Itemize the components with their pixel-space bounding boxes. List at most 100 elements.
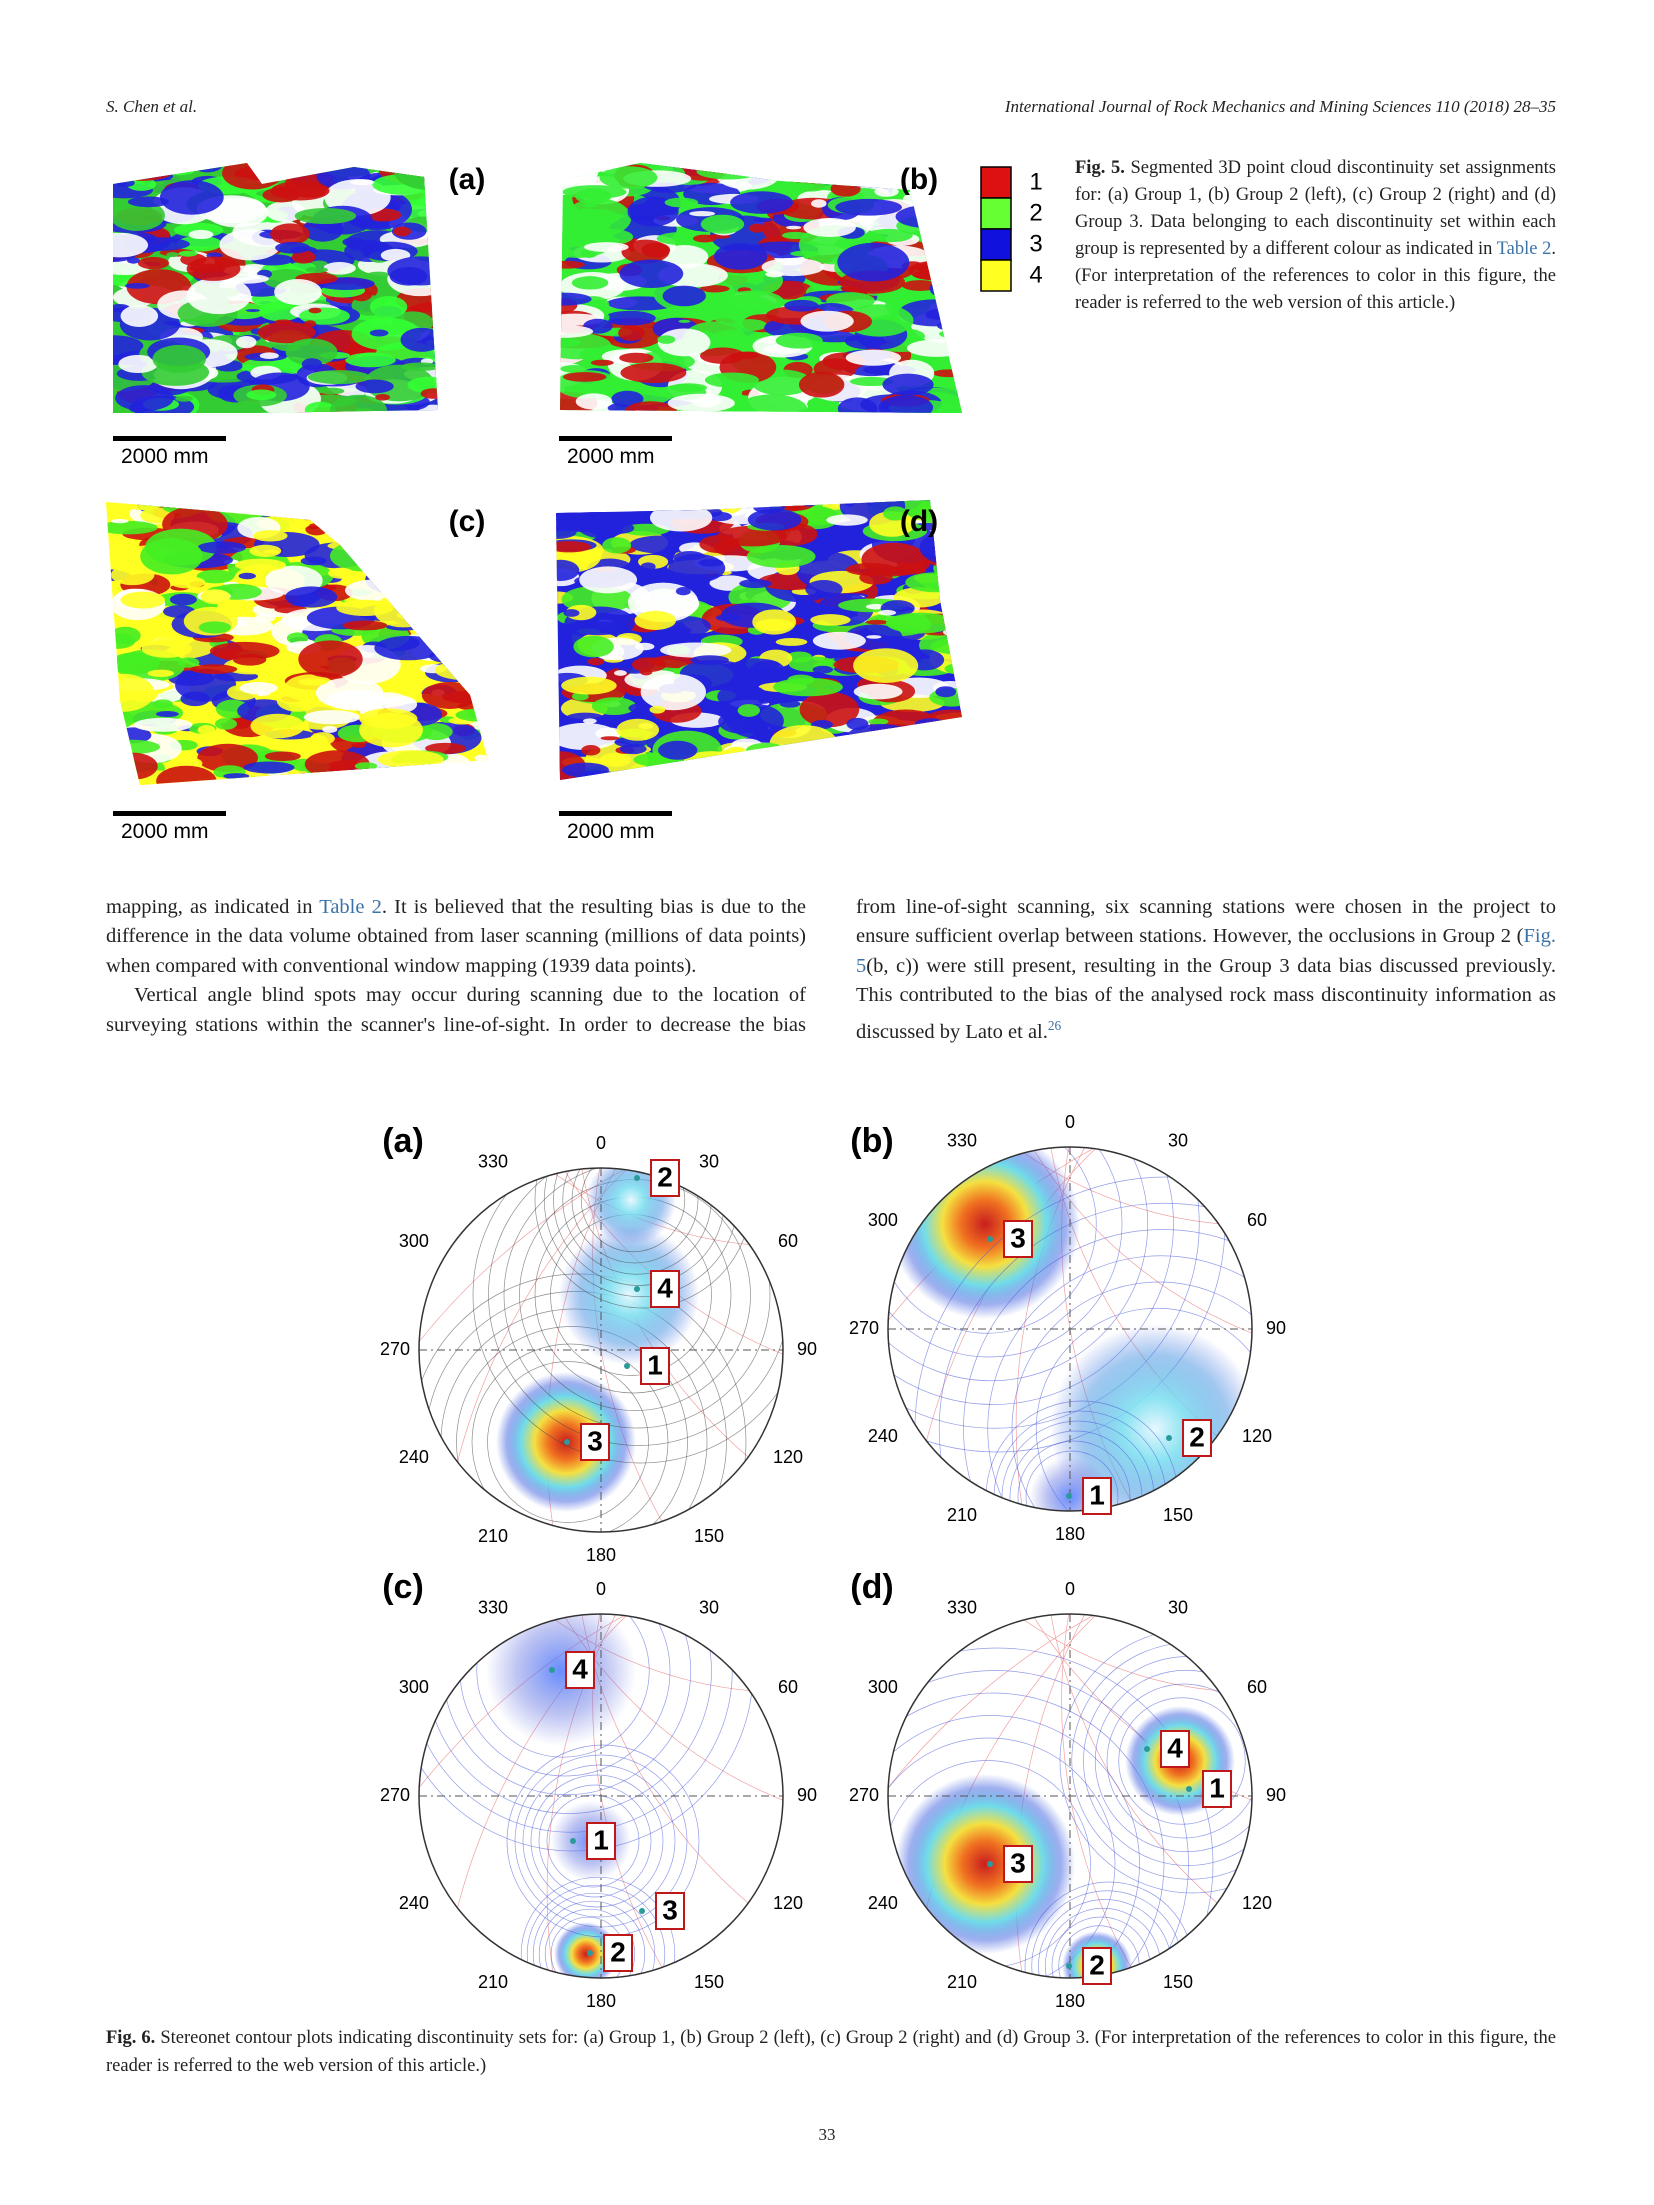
cloud-patch bbox=[575, 393, 613, 410]
reference-link[interactable]: Table 2 bbox=[1496, 239, 1552, 259]
cloud-patch bbox=[576, 510, 624, 538]
net-grid bbox=[546, 1168, 783, 1532]
cloud-patch bbox=[285, 338, 338, 366]
cloud-patch bbox=[717, 500, 733, 505]
cloud-patch bbox=[933, 175, 962, 191]
set-label: 4 bbox=[1167, 1732, 1183, 1763]
cloud-patch bbox=[439, 604, 488, 634]
cloud-patch bbox=[949, 352, 962, 360]
angle-label: 330 bbox=[478, 1152, 508, 1172]
cloud-patch bbox=[603, 310, 656, 326]
contour bbox=[1118, 1697, 1246, 1825]
angle-label: 330 bbox=[947, 1131, 977, 1151]
cloud-patch bbox=[307, 370, 371, 385]
citation[interactable]: 26 bbox=[1047, 1017, 1062, 1033]
cloud-patch bbox=[429, 586, 477, 603]
set-label: 4 bbox=[572, 1653, 588, 1684]
cloud-patch bbox=[434, 550, 477, 563]
cloud-patch bbox=[461, 586, 488, 599]
cloud-patch bbox=[775, 332, 823, 349]
cloud-patch bbox=[372, 502, 426, 532]
set-label: 2 bbox=[1089, 1949, 1105, 1980]
net-grid bbox=[905, 1614, 1252, 1978]
cloud-patch bbox=[159, 180, 224, 215]
cloud-patch bbox=[197, 541, 247, 554]
cloud-patch bbox=[562, 762, 610, 778]
cloud-patch bbox=[383, 507, 428, 530]
cloud-patch bbox=[403, 554, 450, 577]
cloud-patch bbox=[937, 166, 962, 180]
reference-link[interactable]: Table 2 bbox=[319, 896, 382, 918]
cloud-patch bbox=[874, 186, 899, 197]
cloud-patch bbox=[939, 329, 962, 338]
cloud-patch bbox=[447, 601, 488, 613]
pole bbox=[587, 1950, 593, 1956]
pole bbox=[987, 1236, 993, 1242]
reference-link[interactable]: Fig. 5 bbox=[856, 925, 1556, 977]
cloud-patch bbox=[308, 307, 322, 314]
angle-label: 270 bbox=[849, 1785, 879, 1805]
cloud-patch bbox=[113, 232, 149, 258]
cloud-patch bbox=[471, 633, 488, 639]
set-box bbox=[1202, 1770, 1232, 1808]
contour bbox=[503, 1168, 771, 1429]
contour bbox=[530, 1774, 664, 1908]
cloud-patch bbox=[919, 765, 939, 774]
contour bbox=[538, 1784, 652, 1898]
set-box bbox=[650, 1159, 680, 1197]
cloud-patch bbox=[799, 371, 845, 398]
cloud-patch bbox=[301, 358, 323, 371]
angle-label: 270 bbox=[380, 1339, 410, 1359]
scale-bar-label: 2000 mm bbox=[567, 445, 655, 468]
cloud-patch bbox=[127, 196, 170, 208]
cloud-patch bbox=[120, 591, 165, 609]
cloud-patch bbox=[429, 640, 455, 654]
cloud-patch bbox=[375, 566, 404, 573]
cloud-patch bbox=[234, 558, 287, 572]
cloud-patch bbox=[890, 566, 927, 575]
contour bbox=[1106, 1683, 1252, 1839]
cloud-patch bbox=[382, 578, 424, 589]
cloud-patch bbox=[573, 635, 614, 658]
page-number: 33 bbox=[818, 2125, 836, 2144]
cloud-patch bbox=[660, 245, 709, 269]
cloud-patch bbox=[848, 171, 862, 180]
pole bbox=[564, 1439, 570, 1445]
cloud-patch bbox=[375, 393, 390, 401]
cloud-patch bbox=[249, 544, 282, 557]
cloud-patch bbox=[140, 538, 203, 575]
cloud-patch bbox=[141, 167, 160, 176]
cloud-patch bbox=[305, 266, 328, 273]
cloud-patch bbox=[481, 658, 488, 663]
cloud-patch bbox=[329, 394, 387, 413]
legend-swatch bbox=[980, 228, 1012, 261]
net-grid bbox=[1041, 1614, 1252, 1978]
set-box bbox=[586, 1822, 616, 1860]
cloud-patch bbox=[954, 332, 962, 336]
contour bbox=[888, 1737, 1116, 1978]
cloud-patch bbox=[657, 335, 676, 344]
pole bbox=[639, 1908, 645, 1914]
cloud-patch bbox=[196, 569, 235, 584]
cloud-patch bbox=[451, 625, 488, 645]
cloud-patch bbox=[353, 521, 395, 541]
point-cloud bbox=[106, 502, 488, 785]
scale-bar-label: 2000 mm bbox=[121, 445, 209, 468]
cloud-patch bbox=[786, 225, 802, 230]
cloud-patch bbox=[166, 252, 179, 258]
contour bbox=[888, 1147, 1123, 1358]
cloud-patch bbox=[253, 530, 288, 542]
pole bbox=[1066, 1493, 1072, 1499]
cloud-patch bbox=[799, 691, 860, 728]
set-label: 1 bbox=[1209, 1772, 1225, 1803]
panel-label: (b) bbox=[850, 1122, 893, 1160]
cloud-patch bbox=[414, 617, 430, 622]
cloud-patch bbox=[835, 198, 902, 216]
cloud-patch bbox=[700, 347, 745, 364]
cloud-patch bbox=[735, 394, 808, 413]
cloud-patch bbox=[763, 170, 805, 181]
cloud-patch bbox=[717, 684, 768, 709]
cloud-patch bbox=[285, 586, 338, 608]
cloud-patch bbox=[660, 642, 732, 658]
cloud-patch bbox=[699, 535, 740, 554]
